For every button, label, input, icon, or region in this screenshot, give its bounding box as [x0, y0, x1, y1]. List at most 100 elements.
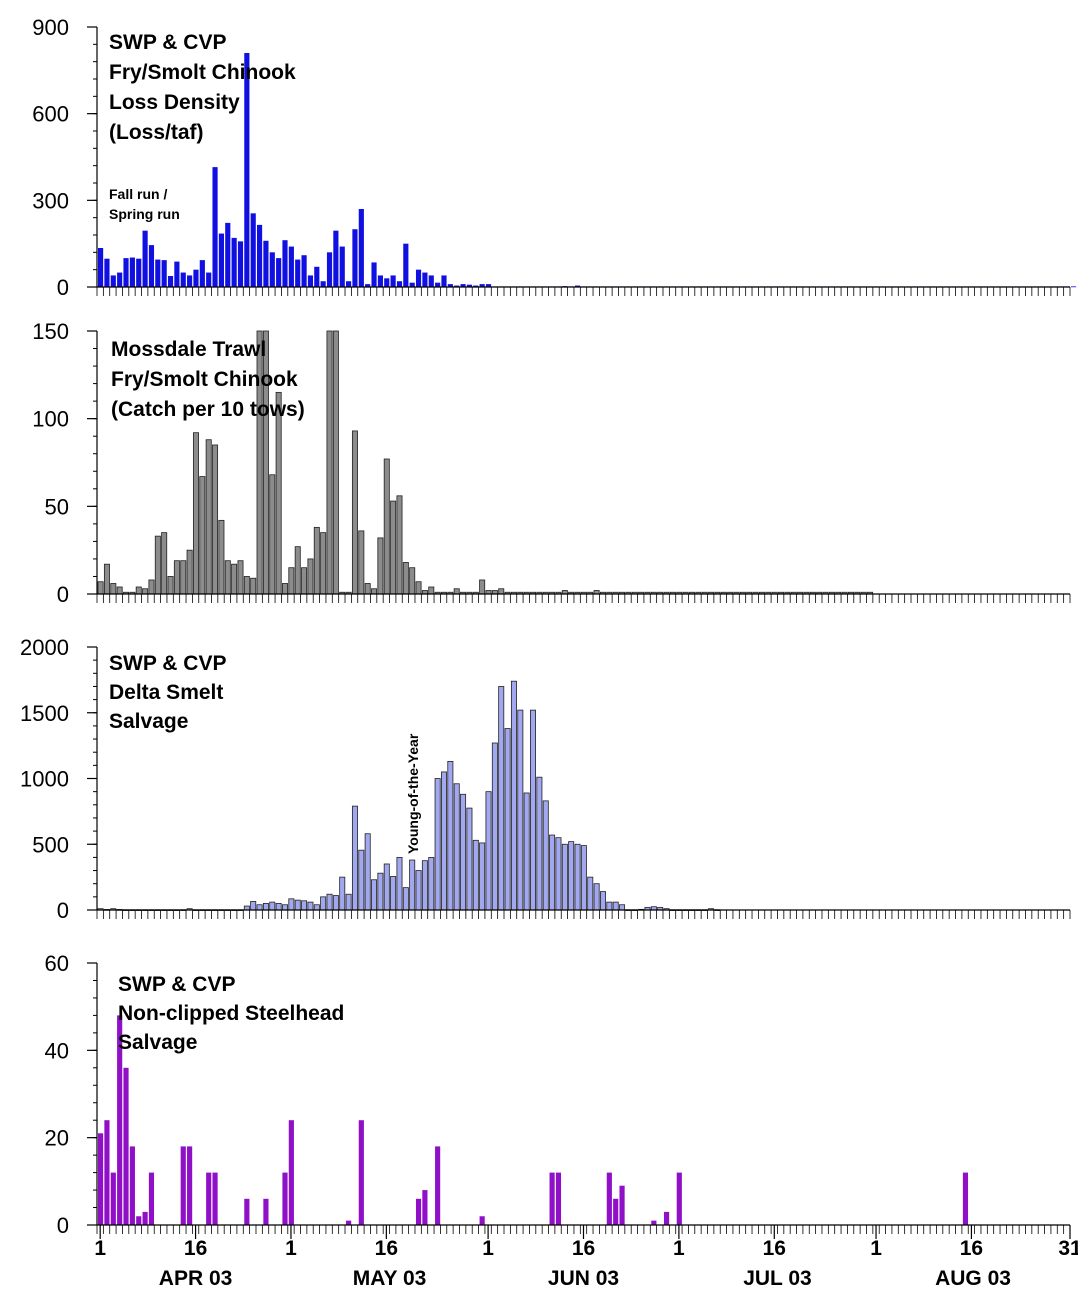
panel-title-line: Loss Density: [109, 91, 240, 114]
bar: [415, 269, 422, 287]
annotation: Spring run: [109, 206, 180, 222]
bar: [358, 849, 365, 911]
bar: [180, 1146, 186, 1225]
bar: [282, 583, 288, 595]
bar: [377, 537, 384, 595]
bar: [435, 1146, 441, 1225]
bar: [243, 576, 250, 595]
bar: [148, 1172, 155, 1225]
bar: [192, 432, 199, 595]
bar: [415, 870, 422, 911]
bar: [199, 476, 206, 595]
y-tick-label: 900: [32, 15, 69, 40]
bar: [148, 245, 155, 287]
bar: [352, 229, 358, 287]
bar: [358, 530, 365, 595]
bar: [510, 680, 517, 911]
bar: [263, 1198, 269, 1225]
y-tick-label: 50: [45, 494, 69, 519]
bar: [301, 255, 307, 287]
bar: [390, 876, 397, 911]
bar: [491, 742, 498, 911]
annotation: Young-of-the-Year: [405, 733, 421, 854]
bar: [212, 444, 219, 595]
bar: [307, 275, 314, 287]
bar: [383, 863, 390, 911]
bar: [180, 272, 186, 287]
bar: [244, 1198, 250, 1225]
bar: [256, 904, 263, 911]
bar: [301, 567, 308, 595]
y-tick-label: 0: [57, 275, 69, 300]
panel-3: 0 500 1000 1500 2000 SWP & CVP Delta Smelt Salv…: [20, 635, 1071, 923]
bar: [154, 535, 161, 595]
bar: [250, 577, 257, 595]
bar: [174, 261, 180, 287]
bar: [390, 275, 396, 287]
bar: [580, 845, 587, 911]
bar: [269, 901, 276, 911]
bar: [517, 709, 524, 911]
bar: [161, 260, 167, 287]
bar: [962, 1172, 969, 1225]
y-tick-label: 2000: [20, 635, 69, 660]
bar: [148, 579, 155, 595]
bar: [441, 771, 447, 911]
bar: [326, 893, 333, 911]
bar: [339, 876, 346, 911]
bar: [129, 1146, 135, 1225]
bar: [1071, 286, 1077, 288]
bar: [396, 495, 403, 595]
panel-title-line: Mossdale Trawl: [111, 338, 266, 361]
bar: [466, 807, 473, 911]
bar: [415, 581, 422, 595]
x-tick-label: 1: [94, 1237, 106, 1260]
month-label: JUL 03: [743, 1267, 812, 1290]
bar: [358, 209, 364, 287]
bar: [402, 562, 409, 595]
panel-title-line: Delta Smelt: [109, 681, 223, 704]
bar: [326, 252, 333, 287]
bar: [351, 805, 358, 911]
bar: [619, 904, 626, 911]
bar: [651, 1220, 657, 1225]
bar: [167, 576, 174, 595]
month-label: MAY 03: [353, 1267, 427, 1290]
bar: [402, 887, 409, 911]
bar: [333, 230, 339, 287]
bar: [371, 588, 378, 595]
bar: [288, 567, 295, 595]
bar: [396, 281, 403, 287]
y-tick-label: 20: [45, 1126, 69, 1151]
bar: [206, 272, 212, 287]
bar: [167, 276, 174, 287]
x-tick-label: 1: [285, 1237, 297, 1260]
x-tick-label: 31: [1058, 1237, 1078, 1260]
bar: [415, 1198, 422, 1225]
bar: [320, 532, 327, 595]
bar: [186, 549, 193, 595]
bar: [479, 284, 485, 287]
bar: [593, 883, 600, 911]
bars-panel-2: [97, 330, 874, 595]
bar: [530, 709, 537, 911]
y-tick-label: 500: [32, 832, 69, 857]
bar: [123, 1067, 129, 1225]
y-tick-label: 1500: [20, 701, 69, 726]
bar: [523, 792, 530, 911]
panel-title-line: Fry/Smolt Chinook: [109, 61, 296, 84]
bar: [428, 586, 435, 595]
x-tick-label: 1: [870, 1237, 882, 1260]
bar: [339, 246, 345, 287]
bar: [549, 834, 556, 911]
bar: [237, 560, 244, 595]
bar: [612, 901, 619, 911]
bar: [332, 330, 339, 595]
bar: [365, 284, 371, 287]
x-axis-labels: 1 16 1 16 1 16 1 16 1 16 31 APR 03 MAY 03 JUN 03 JUL 0…: [94, 1225, 1078, 1290]
bar: [600, 891, 606, 911]
panel-title-line: Salvage: [118, 1031, 197, 1054]
bar: [472, 839, 479, 911]
bar: [110, 583, 117, 595]
bar: [498, 588, 505, 595]
